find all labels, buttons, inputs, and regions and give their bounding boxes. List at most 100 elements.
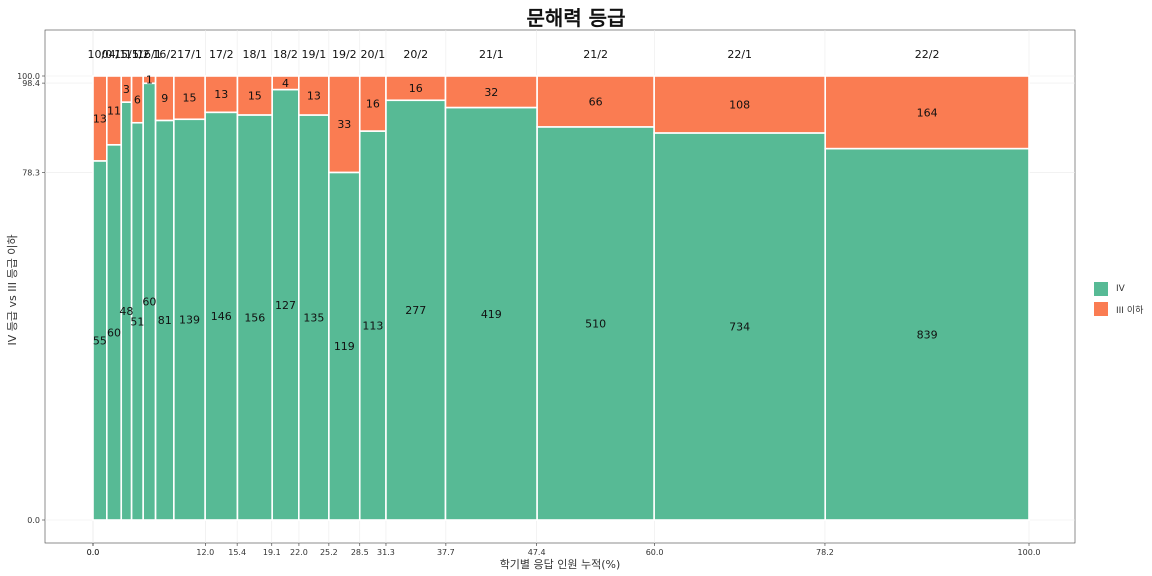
- x-tick-label: 100.0: [1018, 548, 1041, 557]
- category-label: 22/2: [915, 48, 940, 61]
- x-tick-label: 37.7: [437, 548, 455, 557]
- data-label-iv: 156: [244, 311, 265, 324]
- x-tick-label: 15.4: [228, 548, 246, 557]
- data-label-iii: 11: [107, 104, 121, 117]
- data-label-iii: 108: [729, 98, 750, 111]
- x-tick-label: 19.1: [263, 548, 281, 557]
- y-tick-label: 98.4: [22, 79, 40, 88]
- data-label-iv: 734: [729, 320, 750, 333]
- bar-iv-21/1: [444, 106, 538, 521]
- data-label-iv: 113: [362, 320, 383, 333]
- bar-iii-22/2: [824, 75, 1030, 150]
- legend-item-iii: III 이하: [1094, 299, 1143, 319]
- bar-iv-21/2: [536, 126, 655, 521]
- x-tick-label: 12.0: [196, 548, 214, 557]
- data-label-iii: 9: [161, 92, 168, 105]
- category-label: 22/1: [727, 48, 752, 61]
- category-label: 18/2: [273, 48, 298, 61]
- data-label-iii: 16: [409, 82, 423, 95]
- category-label: 20/1: [361, 48, 386, 61]
- legend-item-iv: IV: [1094, 279, 1143, 299]
- category-label: 04/1: [102, 48, 127, 61]
- y-tick-label: 0.0: [27, 516, 40, 525]
- x-tick-label: 25.2: [320, 548, 338, 557]
- x-tick-label: 28.5: [351, 548, 369, 557]
- data-label-iii: 4: [282, 77, 289, 90]
- bar-iii-21/1: [444, 75, 538, 109]
- chart-title: 문해력 등급: [526, 6, 626, 30]
- data-label-iii: 16: [366, 98, 380, 111]
- x-tick-label: 0.0: [87, 548, 100, 557]
- data-label-iv: 60: [142, 296, 156, 309]
- bar-iv-18/1: [236, 114, 273, 521]
- bar-iii-21/2: [536, 75, 655, 128]
- bar-iii-20/1: [358, 75, 387, 132]
- x-tick-label: 78.2: [816, 548, 834, 557]
- x-tick-label: 22.0: [290, 548, 308, 557]
- data-label-iv: 839: [917, 328, 938, 341]
- data-label-iv: 60: [107, 326, 121, 339]
- category-label: 21/1: [479, 48, 504, 61]
- legend-swatch-iii: [1094, 302, 1108, 316]
- category-label: 10/0: [88, 48, 113, 61]
- legend: IV III 이하: [1094, 279, 1143, 319]
- data-label-iii: 1: [146, 74, 153, 87]
- x-axis-label: 학기별 응답 인원 누적(%): [499, 558, 621, 571]
- data-label-iii: 6: [134, 93, 141, 106]
- legend-swatch-iv: [1094, 282, 1108, 296]
- data-label-iv: 55: [93, 334, 107, 347]
- label-layer: 55 13 10/0 60 11 04/1 48 3 15/1 51 6 15/2 60 1 16/1 81 9…: [88, 48, 940, 353]
- bar-iv-22/2: [824, 147, 1030, 521]
- category-label: 21/2: [583, 48, 608, 61]
- bar-iii-18/1: [236, 75, 273, 116]
- category-label: 20/2: [403, 48, 428, 61]
- data-label-iii: 32: [484, 86, 498, 99]
- data-label-iv: 135: [303, 312, 324, 325]
- category-label: 18/1: [242, 48, 267, 61]
- data-label-iv: 419: [481, 308, 502, 321]
- legend-label-iv: IV: [1116, 284, 1125, 294]
- category-label: 16/2: [152, 48, 177, 61]
- category-label: 16/1: [137, 48, 162, 61]
- category-label: 19/2: [332, 48, 357, 61]
- category-label: 15/1: [114, 48, 139, 61]
- data-label-iii: 3: [123, 83, 130, 96]
- data-label-iv: 510: [585, 317, 606, 330]
- x-tick-label: 31.3: [377, 548, 395, 557]
- bar-iii-17/1: [173, 75, 206, 121]
- bar-iii-20/2: [385, 75, 447, 102]
- data-label-iii: 13: [93, 112, 107, 125]
- data-label-iv: 81: [158, 314, 172, 327]
- x-tick-label: 60.0: [646, 548, 664, 557]
- data-label-iv: 48: [119, 305, 133, 318]
- category-label: 17/2: [209, 48, 234, 61]
- bar-iii-19/1: [298, 75, 330, 116]
- data-label-iii: 66: [589, 95, 603, 108]
- category-label: 17/1: [177, 48, 202, 61]
- data-label-iv: 139: [179, 314, 200, 327]
- data-label-iii: 13: [214, 88, 228, 101]
- bar-layer: [92, 75, 1030, 521]
- data-label-iv: 277: [405, 304, 426, 317]
- data-label-iv: 146: [211, 310, 232, 323]
- category-label: 19/1: [301, 48, 326, 61]
- y-axis-label: IV 등급 vs III 등급 이하: [6, 234, 19, 346]
- data-label-iii: 13: [307, 90, 321, 103]
- y-tick-label: 100.0: [17, 72, 40, 81]
- data-label-iii: 164: [917, 106, 938, 119]
- data-label-iv: 119: [334, 340, 355, 353]
- data-label-iii: 33: [337, 118, 351, 131]
- bar-iv-17/2: [204, 111, 239, 521]
- legend-label-iii: III 이하: [1116, 305, 1144, 316]
- data-label-iv: 51: [130, 315, 144, 328]
- data-label-iv: 127: [275, 299, 296, 312]
- category-label: 15/2: [125, 48, 150, 61]
- x-tick-label: 0.0: [87, 548, 100, 557]
- data-label-iii: 15: [248, 89, 262, 102]
- data-label-iii: 15: [183, 92, 197, 105]
- bar-iv-20/2: [385, 99, 447, 521]
- y-tick-label: 78.3: [22, 168, 40, 177]
- x-tick-label: 47.4: [528, 548, 546, 557]
